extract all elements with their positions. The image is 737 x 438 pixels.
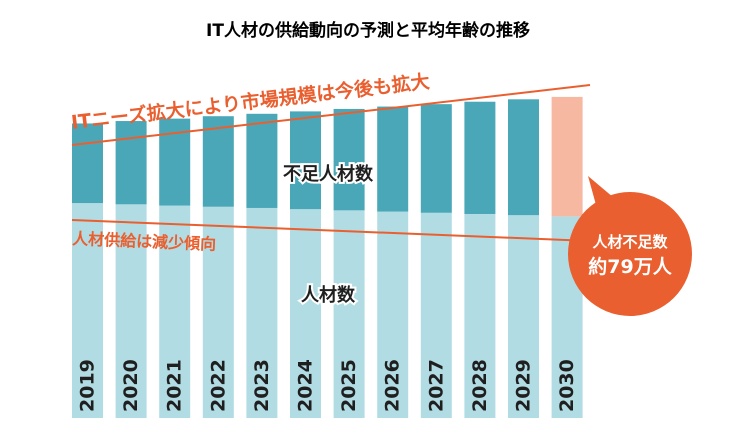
bar-shortage-2022 xyxy=(202,116,234,207)
bar-workforce-2025 xyxy=(333,210,365,418)
bar-shortage-2029 xyxy=(508,99,539,216)
category-label-2023: 2023 xyxy=(251,359,273,412)
category-label-2027: 2027 xyxy=(425,359,447,412)
chart-title: IT人材の供給動向の予測と平均年齢の推移 xyxy=(206,20,530,41)
category-label-2020: 2020 xyxy=(120,359,142,412)
shortage-callout: 人材不足数 約79万人 xyxy=(568,176,692,316)
category-label-2019: 2019 xyxy=(77,359,99,412)
category-label-2024: 2024 xyxy=(295,359,317,412)
bar-shortage-2023 xyxy=(246,113,278,208)
bar-workforce-2022 xyxy=(202,206,234,418)
bar-shortage-2024 xyxy=(290,111,321,210)
bar-workforce-2026 xyxy=(377,211,409,418)
workforce-region-label: 人材数 xyxy=(301,284,356,306)
category-label-2029: 2029 xyxy=(513,359,535,412)
bar-workforce-2027 xyxy=(420,212,452,418)
bar-shortage-2030 xyxy=(551,96,583,217)
bars-layer: 2019 2020 2021 2022 2023 2024 2025 2026 2027 2028… xyxy=(72,96,583,418)
category-label-2021: 2021 xyxy=(164,359,186,412)
supply-trend-line xyxy=(71,219,591,242)
bar-workforce-2023 xyxy=(246,207,278,418)
bar-workforce-2028 xyxy=(464,213,496,418)
bar-workforce-2021 xyxy=(159,205,191,418)
bar-shortage-2026 xyxy=(377,106,409,212)
bar-workforce-2019 xyxy=(72,203,103,418)
bar-workforce-2020 xyxy=(115,204,147,418)
category-label-2030: 2030 xyxy=(556,359,578,412)
bar-shortage-2019 xyxy=(72,123,103,204)
category-label-2028: 2028 xyxy=(469,359,491,412)
category-label-2022: 2022 xyxy=(207,359,229,412)
bar-workforce-2024 xyxy=(290,209,321,418)
bar-shortage-2027 xyxy=(420,104,452,213)
shortage-region-label: 不足人材数 xyxy=(283,163,374,185)
bar-workforce-2029 xyxy=(508,215,539,418)
bar-shortage-2025 xyxy=(333,108,365,211)
callout-circle xyxy=(568,192,692,316)
category-label-2025: 2025 xyxy=(338,359,360,412)
bar-shortage-2020 xyxy=(115,121,147,205)
demand-trend-line xyxy=(71,84,591,146)
callout-line2: 約79万人 xyxy=(588,255,672,278)
callout-line1: 人材不足数 xyxy=(592,233,668,251)
bar-shortage-2028 xyxy=(464,101,496,214)
category-label-2026: 2026 xyxy=(382,359,404,412)
